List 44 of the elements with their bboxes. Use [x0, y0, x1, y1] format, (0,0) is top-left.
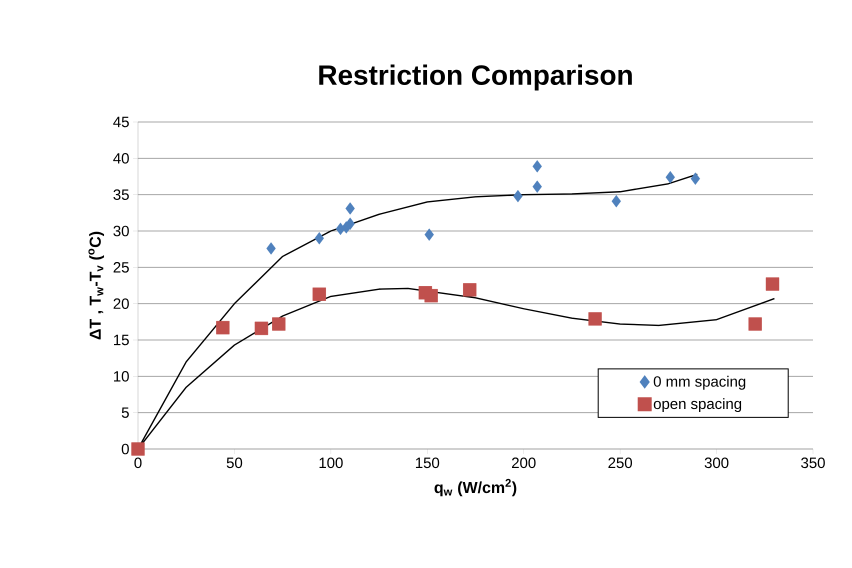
y-tick-label: 0 — [122, 444, 129, 454]
point — [424, 288, 438, 302]
y-tick-label: 20 — [114, 298, 129, 309]
point — [766, 277, 780, 291]
point — [532, 180, 542, 193]
point — [312, 288, 326, 301]
x-tick-label: 150 — [416, 458, 440, 468]
point — [748, 317, 762, 331]
point — [314, 232, 324, 244]
y-tick-label: 5 — [122, 407, 129, 418]
point — [424, 228, 434, 241]
legend-label: open spacing — [654, 398, 742, 412]
x-tick-label: 200 — [512, 458, 536, 468]
point — [666, 171, 675, 184]
y-tick-label: 45 — [113, 116, 129, 128]
chart-title: Restriction Comparison — [319, 64, 632, 90]
point — [216, 320, 230, 334]
point — [513, 190, 523, 202]
x-tick-label: 100 — [320, 458, 343, 468]
x-tick-label: 0 — [134, 458, 142, 468]
y-tick-label: 40 — [113, 153, 129, 164]
point — [345, 218, 355, 230]
point — [345, 202, 355, 215]
point — [690, 172, 700, 185]
x-tick-label: 350 — [801, 458, 825, 468]
point — [131, 442, 145, 456]
x-tick-label: 50 — [226, 458, 242, 468]
y-tick-label: 30 — [113, 226, 129, 236]
point — [272, 317, 286, 331]
y-tick-label: 15 — [114, 334, 129, 346]
point — [266, 242, 276, 255]
x-axis-title: q$_{w}$ (W/cm$^{2}$) — [434, 478, 516, 496]
x-tick-label: 250 — [608, 458, 632, 468]
point — [254, 322, 268, 336]
y-tick-label: 35 — [113, 189, 129, 200]
x-tick-label: 300 — [704, 458, 728, 468]
point — [532, 160, 542, 173]
y-tick-label: 10 — [114, 371, 129, 382]
legend-label: 0 mm spacing — [654, 376, 746, 390]
point — [463, 283, 476, 297]
point — [612, 195, 621, 208]
point — [588, 312, 602, 326]
y-tick-label: 25 — [114, 262, 129, 273]
y-axis-title: ΔT , T$_{w}$-T$_{v}$ ($^{o}$C) — [88, 232, 104, 340]
